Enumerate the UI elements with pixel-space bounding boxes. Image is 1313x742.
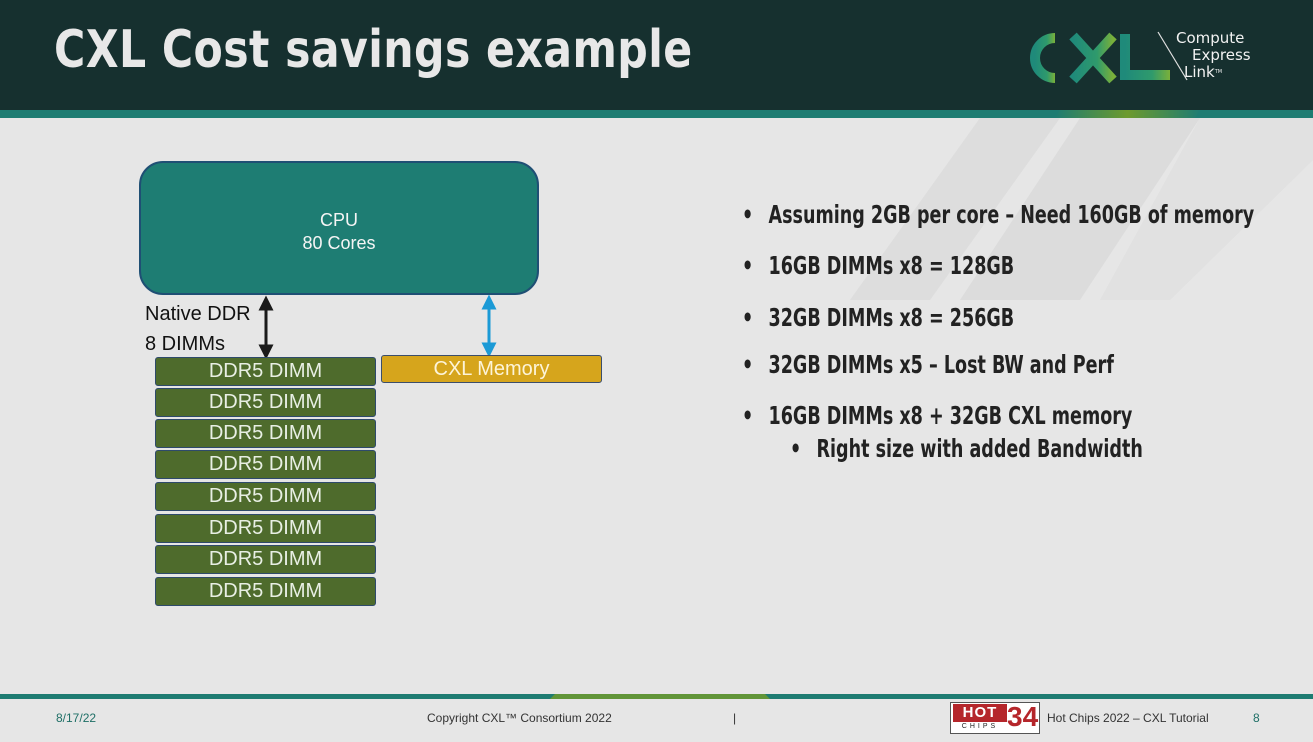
footer-event: Hot Chips 2022 – CXL Tutorial [1047,711,1209,725]
hot-chips-logo: HOT CHIPS 34 [950,701,1040,734]
bullet-item: • 16GB DIMMs x8 + 32GB CXL memory [742,401,1133,430]
cpu-cores-label: 80 Cores [302,233,376,253]
cxl-memory-block: CXL Memory [381,355,602,383]
ddr5-dimm-5: DDR5 DIMM [155,482,376,511]
ddr5-dimm-7: DDR5 DIMM [155,545,376,574]
footer-separator: | [733,711,737,725]
footer-bar [0,699,1313,742]
cpu-label: CPU [319,210,358,230]
ddr5-dimm-3: DDR5 DIMM [155,419,376,448]
footer-date: 8/17/22 [56,711,97,725]
bullet-item: • 16GB DIMMs x8 = 128GB [742,251,1015,280]
cxl-logo [1030,31,1188,84]
ddr5-dimm-6: DDR5 DIMM [155,514,376,543]
sub-bullet-item: • Right size with added Bandwidth [790,434,1143,463]
bullet-item: • Assuming 2GB per core – Need 160GB of m… [742,200,1255,229]
logo-line-express: Express [1192,46,1251,64]
bullet-item: • 32GB DIMMs x5 – Lost BW and Perf [742,350,1114,379]
logo-line-link: LinkTM [1184,63,1223,81]
ddr5-dimm-2: DDR5 DIMM [155,388,376,417]
ddr5-dimm-8: DDR5 DIMM [155,577,376,606]
header-accent-stripe [0,110,1313,118]
cxl-logo-tagline: Compute Express LinkTM [1176,30,1251,81]
slide-title: CXL Cost savings example [54,20,693,80]
ddr5-dimm-4: DDR5 DIMM [155,450,376,479]
footer-copyright: Copyright CXL™ Consortium 2022 [427,711,612,725]
cpu-block: CPU 80 Cores [139,161,539,295]
native-ddr-label: Native DDR 8 DIMMs [145,303,251,355]
ddr5-dimm-1: DDR5 DIMM [155,357,376,386]
header-stripe-gradient [1055,110,1200,118]
bullet-item: • 32GB DIMMs x8 = 256GB [742,303,1015,332]
logo-line-compute: Compute [1176,29,1245,47]
footer-page-number: 8 [1253,711,1260,725]
